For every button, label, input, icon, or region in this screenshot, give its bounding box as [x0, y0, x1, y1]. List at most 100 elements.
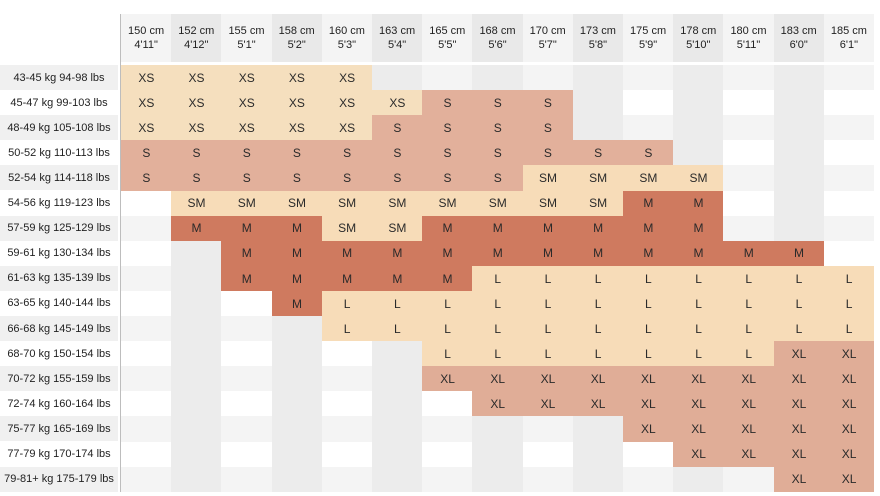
empty-cell	[623, 441, 674, 468]
size-cell: XS	[221, 90, 273, 116]
empty-cell	[372, 391, 423, 417]
size-cell: L	[673, 316, 724, 342]
size-cell: M	[271, 215, 323, 242]
empty-cell	[221, 366, 273, 392]
empty-cell	[171, 265, 222, 292]
empty-cell	[673, 140, 724, 166]
empty-cell	[723, 90, 775, 116]
height-cm: 152 cm	[178, 25, 215, 37]
empty-cell	[623, 65, 674, 91]
empty-cell	[321, 366, 373, 392]
size-cell: XS	[121, 65, 172, 91]
size-cell: XS	[221, 115, 273, 141]
size-cell: L	[522, 341, 574, 367]
empty-cell	[321, 416, 373, 442]
weight-label: 66-68 kg 145-149 lbs	[0, 316, 118, 341]
empty-cell	[372, 416, 423, 442]
size-cell: XS	[121, 90, 172, 116]
size-cell: M	[723, 240, 775, 267]
empty-cell	[422, 391, 473, 417]
height-ft: 5'11"	[736, 39, 761, 51]
column-header: 185 cm 6'1"	[823, 14, 874, 62]
empty-cell	[271, 366, 323, 392]
empty-cell	[422, 441, 473, 468]
size-cell: M	[171, 215, 222, 242]
size-cell: SM	[271, 190, 323, 217]
size-cell: M	[623, 215, 674, 242]
size-cell: M	[271, 240, 323, 267]
size-cell: M	[623, 240, 674, 267]
label-divider	[120, 14, 121, 492]
empty-cell	[572, 441, 624, 468]
empty-cell	[221, 391, 273, 417]
height-cm: 155 cm	[228, 25, 265, 37]
empty-cell	[472, 441, 524, 468]
empty-cell	[823, 90, 875, 116]
size-cell: L	[673, 290, 724, 317]
size-cell: S	[422, 165, 473, 191]
empty-cell	[673, 466, 724, 493]
empty-cell	[773, 215, 825, 242]
size-cell: XL	[522, 391, 574, 417]
size-cell: L	[673, 265, 724, 292]
size-cell: XL	[773, 366, 825, 392]
size-cell: XL	[623, 366, 674, 392]
empty-cell	[623, 466, 674, 493]
size-cell: SM	[171, 190, 222, 217]
empty-cell	[372, 441, 423, 468]
column-header: 183 cm 6'0"	[773, 14, 824, 62]
empty-cell	[171, 441, 222, 468]
size-cell: XS	[321, 65, 373, 91]
size-cell: XL	[773, 441, 825, 468]
size-cell: XS	[321, 115, 373, 141]
size-cell: L	[723, 316, 775, 342]
empty-cell	[773, 65, 825, 91]
size-cell: S	[271, 140, 323, 166]
empty-cell	[221, 441, 273, 468]
empty-cell	[723, 165, 775, 191]
size-cell: M	[572, 240, 624, 267]
size-cell: XL	[823, 341, 875, 367]
size-cell: L	[773, 290, 825, 317]
size-cell: M	[271, 265, 323, 292]
size-cell: S	[221, 140, 273, 166]
size-cell: S	[472, 90, 524, 116]
size-cell: S	[372, 140, 423, 166]
empty-cell	[572, 65, 624, 91]
height-ft: 5'5"	[438, 39, 457, 51]
empty-cell	[372, 65, 423, 91]
height-cm: 163 cm	[379, 25, 416, 37]
empty-cell	[121, 366, 172, 392]
size-cell: M	[271, 290, 323, 317]
size-cell: XS	[171, 90, 222, 116]
weight-label: 45-47 kg 99-103 lbs	[0, 90, 118, 116]
height-ft: 6'1"	[839, 39, 859, 51]
weight-label: 59-61 kg 130-134 lbs	[0, 240, 118, 266]
empty-cell	[422, 416, 473, 442]
size-cell: XL	[823, 441, 875, 468]
empty-cell	[572, 466, 624, 493]
height-ft: 4'12"	[184, 39, 209, 51]
size-cell: XL	[673, 366, 724, 392]
column-header: 180 cm 5'11"	[723, 14, 774, 62]
size-cell: SM	[422, 190, 473, 217]
size-cell: S	[422, 90, 473, 116]
size-cell: M	[673, 240, 724, 267]
size-cell: SM	[572, 190, 624, 217]
empty-cell	[823, 240, 875, 267]
size-cell: L	[723, 290, 775, 317]
size-cell: L	[372, 316, 423, 342]
empty-cell	[372, 466, 423, 493]
column-header: 160 cm 5'3"	[321, 14, 372, 62]
column-header: 152 cm 4'12"	[171, 14, 222, 62]
size-cell: SM	[221, 190, 273, 217]
empty-cell	[723, 65, 775, 91]
size-cell: M	[422, 265, 473, 292]
empty-cell	[271, 316, 323, 342]
empty-cell	[623, 115, 674, 141]
size-cell: S	[522, 140, 574, 166]
size-cell: XL	[522, 366, 574, 392]
size-cell: L	[723, 265, 775, 292]
size-cell: S	[472, 165, 524, 191]
column-header: 163 cm 5'4"	[372, 14, 423, 62]
